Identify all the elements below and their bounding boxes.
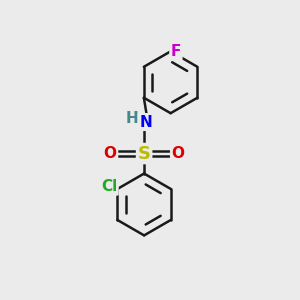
Text: O: O [104,146,117,161]
Text: F: F [171,44,181,59]
Text: Cl: Cl [101,179,117,194]
Text: N: N [139,115,152,130]
Text: S: S [138,145,151,163]
Text: O: O [172,146,184,161]
Text: H: H [125,111,138,126]
